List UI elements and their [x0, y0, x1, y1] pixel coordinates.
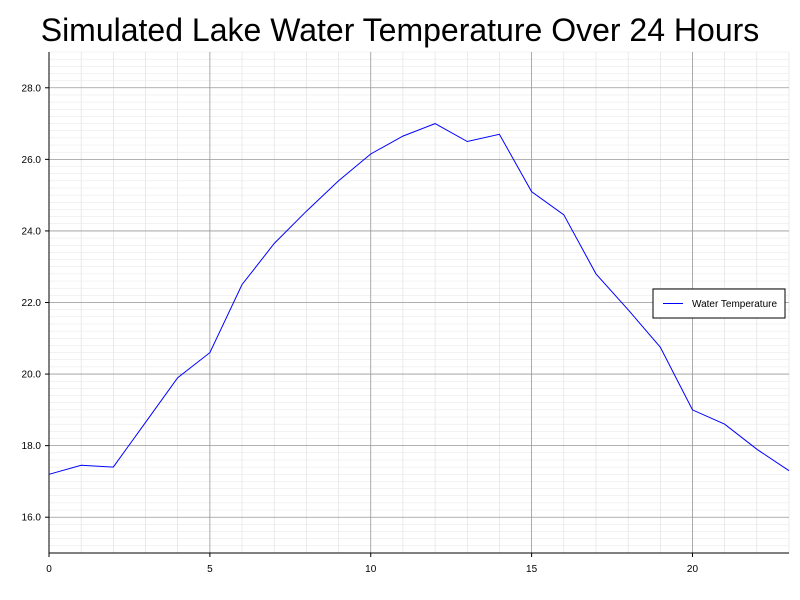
y-tick-label: 18.0 — [22, 441, 42, 452]
x-tick-label: 20 — [687, 564, 699, 575]
y-tick-label: 26.0 — [22, 155, 42, 166]
axes — [45, 52, 789, 557]
legend-label: Water Temperature — [692, 299, 777, 310]
series-lines — [48, 123, 790, 475]
y-tick-label: 22.0 — [22, 298, 42, 309]
x-tick-label: 5 — [207, 564, 213, 575]
chart-title: Simulated Lake Water Temperature Over 24… — [40, 12, 760, 48]
x-tick-label: 15 — [526, 564, 538, 575]
legend: Water Temperature — [652, 288, 786, 319]
y-tick-label: 16.0 — [22, 513, 42, 524]
x-tick-label: 0 — [46, 564, 52, 575]
x-tick-label: 10 — [365, 564, 377, 575]
y-tick-label: 24.0 — [22, 226, 42, 237]
y-tick-label: 28.0 — [22, 83, 42, 94]
tick-labels: 0 5 10 15 20 16.0 18.0 20.0 22.0 24.0 26.0 28.0 — [22, 83, 699, 575]
series-line — [48, 123, 790, 475]
y-tick-label: 20.0 — [22, 370, 42, 381]
